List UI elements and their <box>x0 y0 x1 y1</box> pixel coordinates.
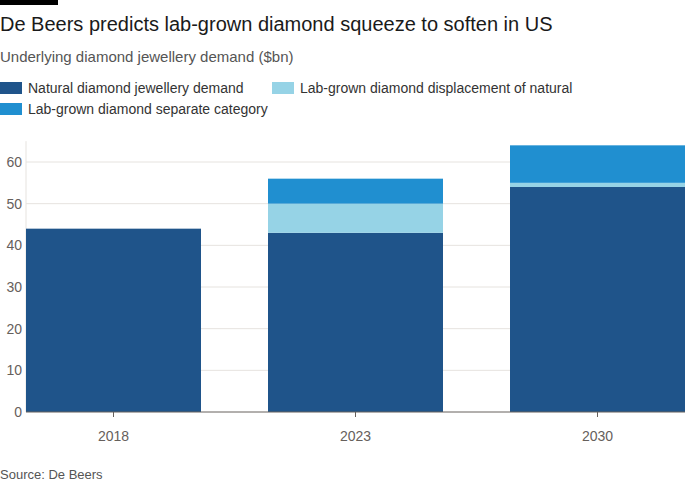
y-tick-label: 30 <box>6 279 22 295</box>
x-tick <box>113 412 114 417</box>
legend-label: Lab-grown diamond displacement of natura… <box>300 80 572 96</box>
x-axis: 2018 2023 2030 <box>26 412 685 444</box>
y-tick-label: 60 <box>6 154 22 170</box>
y-tick-label: 20 <box>6 321 22 337</box>
source: Source: De Beers <box>0 467 103 482</box>
x-tick-label: 2018 <box>98 428 129 444</box>
y-tick-label: 10 <box>6 362 22 378</box>
y-tick-label: 0 <box>14 404 22 420</box>
bar-segment <box>26 229 201 412</box>
subtitle: Underlying diamond jewellery demand ($bn… <box>0 48 294 65</box>
y-tick-label: 50 <box>6 196 22 212</box>
x-tick-label: 2023 <box>340 428 371 444</box>
bars <box>26 145 685 412</box>
bar-segment <box>268 233 443 412</box>
legend-label: Natural diamond jewellery demand <box>28 80 244 96</box>
y-axis: 0 10 20 30 40 50 60 <box>6 141 685 420</box>
bar-segment <box>268 179 443 204</box>
title: De Beers predicts lab-grown diamond sque… <box>0 13 553 35</box>
legend-label: Lab-grown diamond separate category <box>28 101 268 117</box>
legend-swatch <box>0 103 22 115</box>
legend: Natural diamond jewellery demand Lab-grow… <box>0 80 572 117</box>
brand-bar <box>0 0 58 5</box>
x-tick <box>597 412 598 417</box>
x-tick <box>355 412 356 417</box>
y-tick-label: 40 <box>6 237 22 253</box>
bar-segment <box>268 204 443 233</box>
chart: De Beers predicts lab-grown diamond sque… <box>0 0 700 500</box>
legend-swatch <box>272 82 294 94</box>
x-tick-label: 2030 <box>582 428 613 444</box>
legend-swatch <box>0 82 22 94</box>
bar-segment <box>510 187 685 412</box>
bar-segment <box>510 145 685 183</box>
bar-segment <box>510 183 685 187</box>
